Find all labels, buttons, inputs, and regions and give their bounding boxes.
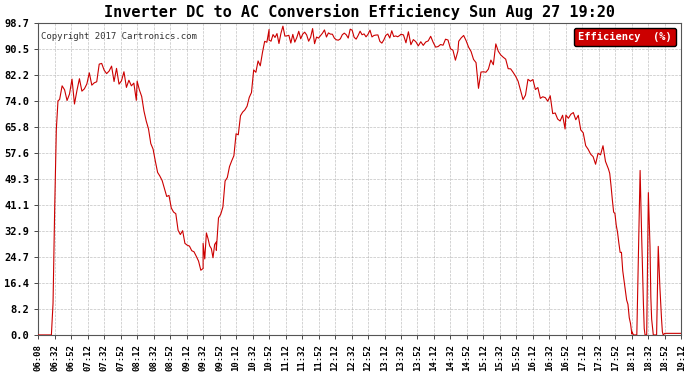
Legend: Efficiency  (%): Efficiency (%) [574, 28, 676, 46]
Text: Copyright 2017 Cartronics.com: Copyright 2017 Cartronics.com [41, 32, 197, 41]
Title: Inverter DC to AC Conversion Efficiency Sun Aug 27 19:20: Inverter DC to AC Conversion Efficiency … [104, 4, 615, 20]
